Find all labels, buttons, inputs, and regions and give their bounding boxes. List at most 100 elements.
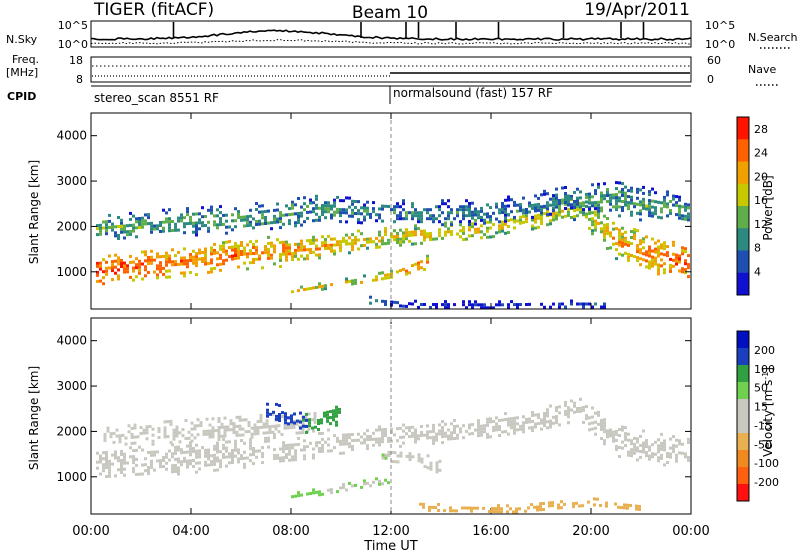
heatmap-cell — [417, 456, 421, 460]
heatmap-cell — [108, 225, 111, 229]
heatmap-cell — [456, 424, 459, 428]
heatmap-cell — [621, 209, 624, 212]
heatmap-cell — [135, 235, 138, 239]
heatmap-cell — [471, 210, 474, 214]
heatmap-cell — [666, 455, 669, 458]
heatmap-cell — [552, 212, 555, 216]
heatmap-cell — [450, 223, 453, 227]
heatmap-cell — [309, 287, 312, 290]
heatmap-cell — [231, 449, 234, 452]
heatmap-cell — [666, 254, 669, 258]
heatmap-cell — [675, 253, 678, 257]
heatmap-cell — [548, 504, 551, 508]
heatmap-cell — [198, 251, 201, 255]
heatmap-cell — [278, 419, 281, 422]
heatmap-cell — [444, 300, 447, 304]
heatmap-cell — [657, 248, 660, 252]
heatmap-cell — [190, 439, 194, 443]
heatmap-cell — [111, 269, 114, 273]
colorbar-swatch — [737, 467, 749, 485]
heatmap-cell — [333, 213, 336, 217]
heatmap-cell — [123, 224, 126, 228]
heatmap-cell — [303, 288, 306, 291]
heatmap-cell — [163, 426, 167, 430]
heatmap-cell — [186, 259, 189, 263]
heatmap-cell — [570, 216, 573, 219]
heatmap-cell — [393, 211, 396, 215]
heatmap-cell — [543, 424, 546, 427]
heatmap-cell — [654, 250, 657, 254]
heatmap-cell — [681, 217, 684, 221]
heatmap-cell — [258, 449, 261, 453]
heatmap-cell — [297, 248, 300, 252]
heatmap-cell — [588, 192, 591, 196]
heatmap-cell — [249, 240, 252, 244]
heatmap-cell — [267, 253, 270, 257]
heatmap-cell — [211, 429, 215, 433]
heatmap-cell — [675, 213, 678, 217]
colorbar-frame — [736, 330, 750, 502]
heatmap-cell — [435, 438, 438, 442]
heatmap-cell — [323, 411, 326, 415]
heatmap-cell — [321, 492, 324, 496]
heatmap-cell — [540, 418, 543, 422]
heatmap-cell — [276, 238, 279, 242]
heatmap-cell — [660, 201, 663, 205]
heatmap-cell — [657, 251, 660, 255]
heatmap-cell — [468, 223, 471, 226]
heatmap-cell — [519, 218, 522, 222]
heatmap-cell — [540, 216, 543, 219]
heatmap-cell — [378, 271, 381, 275]
heatmap-cell — [588, 422, 591, 426]
heatmap-cell — [153, 468, 156, 472]
heatmap-cell — [309, 198, 312, 202]
heatmap-cell — [444, 306, 447, 309]
y-tick-label: 1000 — [56, 470, 87, 484]
heatmap-cell — [114, 271, 117, 275]
heatmap-cell — [351, 248, 354, 252]
heatmap-cell — [375, 219, 378, 223]
heatmap-cell — [384, 230, 387, 234]
heatmap-cell — [249, 444, 252, 448]
heatmap-cell — [190, 421, 194, 425]
heatmap-cell — [525, 420, 528, 424]
heatmap-cell — [470, 506, 473, 510]
heatmap-cell — [335, 411, 338, 415]
heatmap-cell — [147, 222, 150, 226]
heatmap-cell — [498, 211, 501, 215]
heatmap-cell — [318, 441, 321, 444]
heatmap-cell — [219, 205, 222, 209]
heatmap-cell — [123, 227, 126, 231]
heatmap-cell — [633, 202, 636, 206]
heatmap-cell — [390, 269, 393, 273]
heatmap-cell — [630, 451, 633, 455]
heatmap-cell — [96, 279, 99, 283]
heatmap-cell — [603, 232, 606, 236]
heatmap-cell — [267, 436, 270, 440]
heatmap-cell — [273, 433, 276, 437]
heatmap-cell — [135, 472, 138, 476]
heatmap-cell — [226, 425, 230, 429]
heatmap-cell — [654, 212, 657, 216]
heatmap-cell — [372, 207, 375, 211]
heatmap-cell — [483, 303, 486, 307]
heatmap-cell — [639, 263, 642, 267]
heatmap-cell — [313, 415, 317, 418]
heatmap-cell — [687, 218, 690, 222]
heatmap-cell — [150, 249, 153, 253]
heatmap-cell — [489, 218, 492, 222]
heatmap-cell — [96, 233, 99, 237]
heatmap-cell — [272, 410, 275, 414]
heatmap-cell — [303, 439, 306, 443]
heatmap-cell — [168, 458, 171, 462]
heatmap-cell — [447, 303, 450, 307]
heatmap-cell — [648, 211, 651, 215]
heatmap-cell — [345, 442, 348, 446]
heatmap-cell — [330, 243, 333, 247]
heatmap-cell — [183, 459, 186, 463]
heatmap-cell — [558, 405, 561, 409]
heatmap-cell — [220, 422, 224, 426]
heatmap-cell — [348, 436, 351, 440]
heatmap-cell — [115, 434, 119, 438]
